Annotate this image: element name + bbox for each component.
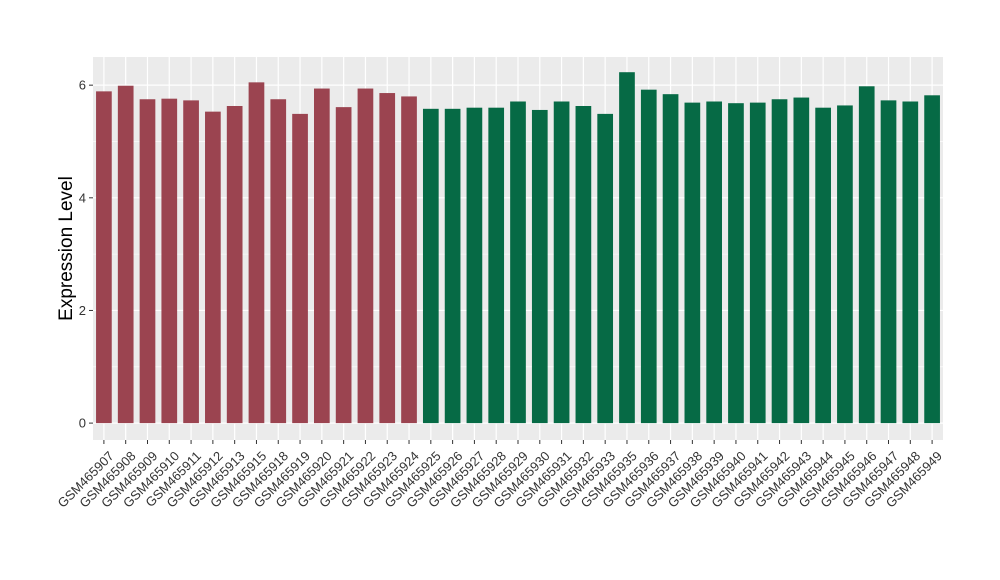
bar-GSM465939 bbox=[706, 101, 722, 424]
y-tick-label: 6 bbox=[79, 78, 86, 93]
bar-GSM465943 bbox=[793, 97, 810, 424]
bar-GSM465937 bbox=[662, 94, 679, 424]
y-tick-label: 0 bbox=[79, 416, 86, 431]
bar-GSM465945 bbox=[837, 105, 853, 424]
bar-GSM465929 bbox=[510, 101, 526, 424]
bar-GSM465940 bbox=[728, 103, 744, 424]
bar-GSM465931 bbox=[553, 101, 570, 424]
bar-GSM465919 bbox=[292, 113, 308, 424]
bar-GSM465920 bbox=[314, 88, 330, 424]
bar-GSM465948 bbox=[902, 101, 919, 424]
bar-GSM465935 bbox=[619, 72, 635, 424]
x-axis: GSM465907GSM465908GSM465909GSM465910GSM4… bbox=[55, 440, 945, 511]
bar-GSM465925 bbox=[422, 108, 439, 424]
bar-GSM465926 bbox=[444, 108, 461, 424]
bar-GSM465942 bbox=[771, 99, 788, 424]
bar-GSM465938 bbox=[684, 102, 701, 424]
bar-GSM465928 bbox=[488, 107, 505, 424]
bar-GSM465913 bbox=[226, 106, 243, 424]
bar-GSM465910 bbox=[161, 98, 178, 424]
bar-GSM465924 bbox=[401, 96, 417, 424]
bars bbox=[96, 72, 940, 424]
bar-GSM465932 bbox=[575, 106, 592, 424]
bar-GSM465949 bbox=[924, 95, 940, 424]
bar-GSM465921 bbox=[335, 107, 352, 424]
y-tick-label: 2 bbox=[79, 303, 86, 318]
bar-GSM465933 bbox=[597, 113, 614, 424]
bar-GSM465930 bbox=[531, 109, 548, 424]
y-axis-title: Expression Level bbox=[56, 176, 77, 321]
bar-GSM465944 bbox=[815, 107, 831, 424]
y-axis: 0 2 4 6 bbox=[79, 78, 93, 431]
bar-GSM465947 bbox=[880, 100, 897, 424]
bar-GSM465907 bbox=[96, 91, 112, 424]
bar-GSM465923 bbox=[379, 93, 396, 424]
bar-GSM465915 bbox=[248, 82, 265, 424]
bar-GSM465911 bbox=[183, 100, 199, 424]
bar-GSM465922 bbox=[357, 88, 374, 424]
bar-GSM465912 bbox=[205, 111, 221, 424]
bar-GSM465908 bbox=[117, 85, 134, 424]
bar-GSM465909 bbox=[139, 99, 156, 424]
y-tick-label: 4 bbox=[79, 190, 86, 205]
bar-GSM465918 bbox=[270, 99, 287, 424]
bar-GSM465941 bbox=[749, 102, 766, 424]
bar-GSM465927 bbox=[466, 107, 483, 424]
bar-GSM465936 bbox=[640, 89, 657, 424]
bar-GSM465946 bbox=[858, 86, 875, 424]
